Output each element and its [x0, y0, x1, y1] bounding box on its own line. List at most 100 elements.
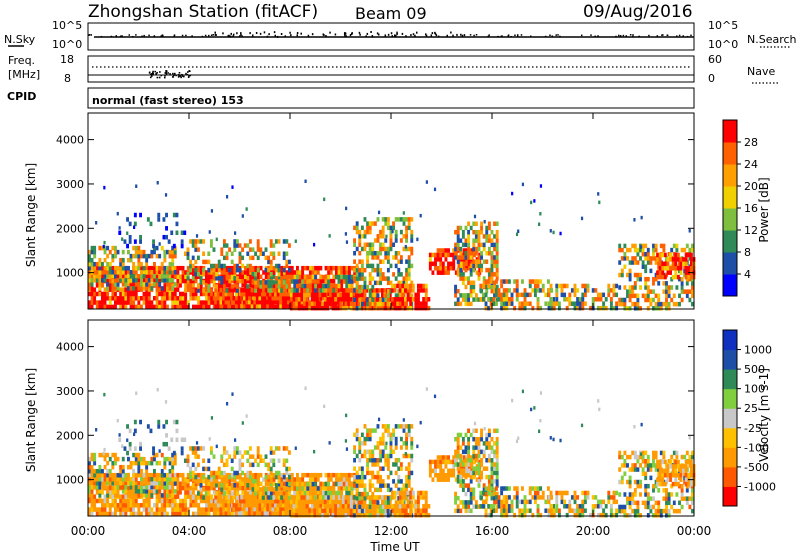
velocity-echo-cell — [374, 509, 377, 514]
power-echo-cell — [457, 255, 460, 260]
power-echo-cell — [356, 276, 359, 281]
power-echo-cell — [475, 293, 478, 298]
velocity-echo-cell — [387, 509, 390, 514]
power-echo-cell — [114, 292, 117, 297]
freq-dot — [159, 71, 161, 73]
power-echo-cell — [240, 292, 243, 297]
power-echo-cell — [106, 286, 109, 291]
power-echo-cell — [690, 253, 693, 258]
power-echo-cell — [109, 300, 112, 305]
power-echo-cell — [171, 286, 174, 291]
power-echo-cell — [256, 296, 259, 301]
velocity-echo-cell — [417, 491, 420, 496]
power-echo-cell — [621, 256, 624, 261]
power-echo-cell — [166, 282, 169, 287]
nsky-dot — [501, 35, 503, 37]
velocity-echo-cell — [101, 469, 104, 474]
power-echo-cell — [496, 230, 499, 235]
power-echo-cell — [539, 212, 541, 216]
power-echo-cell — [574, 288, 577, 293]
power-echo-cell — [319, 275, 322, 280]
velocity-echo-cell — [182, 507, 185, 512]
power-echo-cell — [122, 278, 125, 283]
velocity-echo-cell — [312, 473, 315, 478]
power-echo-cell — [98, 278, 101, 283]
freq-label-2: [MHz] — [8, 68, 40, 81]
velocity-echo-cell — [158, 473, 161, 478]
power-echo-cell — [314, 266, 317, 271]
power-echo-cell — [165, 235, 168, 240]
power-echo-cell — [390, 264, 393, 269]
velocity-echo-cell — [379, 479, 382, 484]
power-echo-cell — [93, 292, 96, 297]
power-echo-cell — [399, 288, 402, 293]
velocity-echo-cell — [93, 453, 96, 458]
power-echo-cell — [311, 297, 314, 302]
velocity-echo-cell — [330, 491, 333, 496]
power-echo-cell — [335, 288, 338, 293]
power-echo-cell — [401, 293, 404, 298]
velocity-echo-cell — [106, 469, 109, 474]
nsky-dot — [312, 33, 314, 35]
power-echo-cell — [111, 283, 114, 288]
velocity-echo-cell — [210, 507, 213, 512]
power-echo-cell — [399, 293, 402, 298]
velocity-echo-cell — [269, 503, 272, 508]
power-echo-cell — [205, 296, 208, 301]
nsearch-label: N.Search — [747, 33, 797, 46]
power-echo-cell — [257, 239, 260, 244]
nsky-dot — [274, 31, 276, 33]
power-echo-cell — [327, 279, 330, 284]
velocity-echo-cell — [371, 483, 374, 488]
velocity-echo-cell — [104, 503, 107, 508]
power-echo-cell — [205, 300, 208, 305]
power-echo-cell — [314, 288, 317, 293]
power-echo-cell — [179, 283, 182, 288]
power-echo-cell — [348, 279, 351, 284]
power-echo-cell — [505, 306, 508, 311]
power-echo-cell — [174, 300, 177, 305]
velocity-echo-cell — [124, 473, 127, 478]
power-echo-cell — [475, 230, 478, 235]
power-echo-cell — [239, 268, 242, 273]
velocity-echo-cell — [140, 457, 143, 462]
power-echo-cell — [431, 262, 434, 267]
velocity-echo-cell — [122, 489, 125, 494]
velocity-echo-cell — [409, 491, 412, 496]
power-echo-cell — [475, 234, 478, 239]
velocity-echo-cell — [324, 500, 327, 505]
power-echo-cell — [685, 270, 688, 275]
power-echo-cell — [387, 217, 390, 222]
power-echo-cell — [257, 256, 260, 261]
velocity-echo-cell — [227, 511, 230, 516]
power-echo-cell — [239, 260, 242, 265]
velocity-echo-cell — [269, 511, 272, 516]
velocity-echo-cell — [257, 482, 260, 487]
power-echo-cell — [171, 262, 174, 267]
power-echo-cell — [317, 266, 320, 271]
power-echo-cell — [485, 259, 488, 264]
power-echo-cell — [226, 243, 229, 248]
power-echo-cell — [313, 293, 316, 298]
power-echo-cell — [478, 255, 481, 260]
velocity-echo-cell — [98, 453, 101, 458]
power-echo-cell — [371, 285, 374, 290]
power-echo-cell — [127, 279, 130, 284]
power-echo-cell — [127, 266, 130, 271]
power-echo-cell — [647, 252, 650, 257]
velocity-echo-cell — [392, 479, 395, 484]
velocity-echo-cell — [299, 490, 302, 495]
power-echo-cell — [296, 275, 299, 280]
power-echo-cell — [202, 239, 205, 244]
power-echo-cell — [303, 297, 306, 302]
power-echo-cell — [174, 250, 177, 255]
velocity-echo-cell — [412, 495, 415, 500]
velocity-echo-cell — [111, 477, 114, 482]
power-echo-cell — [202, 305, 205, 310]
nave-label: Nave — [747, 65, 775, 78]
power-echo-cell — [309, 266, 312, 271]
power-echo-cell — [500, 306, 503, 311]
power-echo-cell — [633, 218, 635, 222]
power-echo-cell — [668, 294, 671, 299]
velocity-echo-cell — [217, 499, 220, 504]
